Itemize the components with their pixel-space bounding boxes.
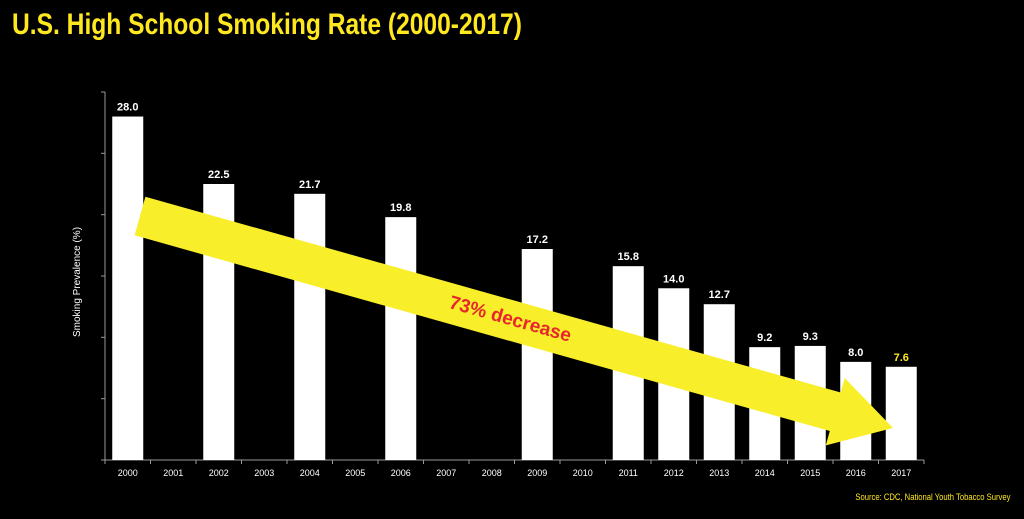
y-axis-label: Smoking Prevalence (%) (72, 227, 83, 337)
x-tick-label: 2002 (209, 468, 229, 478)
x-tick-label: 2010 (573, 468, 593, 478)
data-label-2000: 28.0 (117, 102, 138, 114)
bar-2017 (885, 366, 917, 460)
x-tick-label: 2015 (800, 468, 820, 478)
decrease-arrow-annotation: 73% decrease (134, 196, 894, 446)
bar-2000 (112, 116, 144, 461)
x-tick-label: 2004 (300, 468, 320, 478)
data-label-2009: 17.2 (527, 234, 548, 246)
x-tick-label: 2003 (254, 468, 274, 478)
chart-axes (101, 91, 925, 464)
data-label-2011: 15.8 (618, 251, 639, 263)
x-tick-label: 2005 (345, 468, 365, 478)
x-tick-label: 2017 (891, 468, 911, 478)
chart-title: U.S. High School Smoking Rate (2000-2017… (12, 8, 522, 41)
data-label-2006: 19.8 (390, 202, 411, 214)
x-tick-label: 2000 (118, 468, 138, 478)
chart-data-labels: 28.0 22.5 21.7 19.8 17.2 15.8 14.0 12.7 9.2 9.3 8.… (117, 102, 909, 364)
x-tick-label: 2007 (436, 468, 456, 478)
data-label-2016: 8.0 (848, 347, 863, 359)
data-label-2012: 14.0 (663, 273, 684, 285)
x-tick-label: 2016 (846, 468, 866, 478)
data-label-2015: 9.3 (803, 331, 818, 343)
bar-2009 (521, 249, 553, 460)
bar-2004 (294, 193, 326, 460)
x-tick-label: 2006 (391, 468, 411, 478)
x-tick-label: 2012 (664, 468, 684, 478)
x-tick-label: 2014 (755, 468, 775, 478)
x-tick-label: 2008 (482, 468, 502, 478)
source-note: Source: CDC, National Youth Tobacco Surv… (854, 492, 1010, 502)
x-tick-label: 2013 (709, 468, 729, 478)
x-tick-label: 2001 (163, 468, 183, 478)
data-label-2017: 7.6 (894, 352, 909, 364)
data-label-2004: 21.7 (299, 179, 320, 191)
x-tick-label: 2009 (527, 468, 547, 478)
bar-2006 (385, 217, 417, 460)
decrease-arrow (134, 196, 894, 446)
data-label-2014: 9.2 (757, 332, 772, 344)
data-label-2013: 12.7 (709, 289, 730, 301)
chart-x-tick-labels: 2000 2001 2002 2003 2004 2005 2006 2007 2008 2009… (118, 468, 912, 478)
x-tick-label: 2011 (619, 468, 638, 478)
data-label-2002: 22.5 (208, 169, 229, 181)
